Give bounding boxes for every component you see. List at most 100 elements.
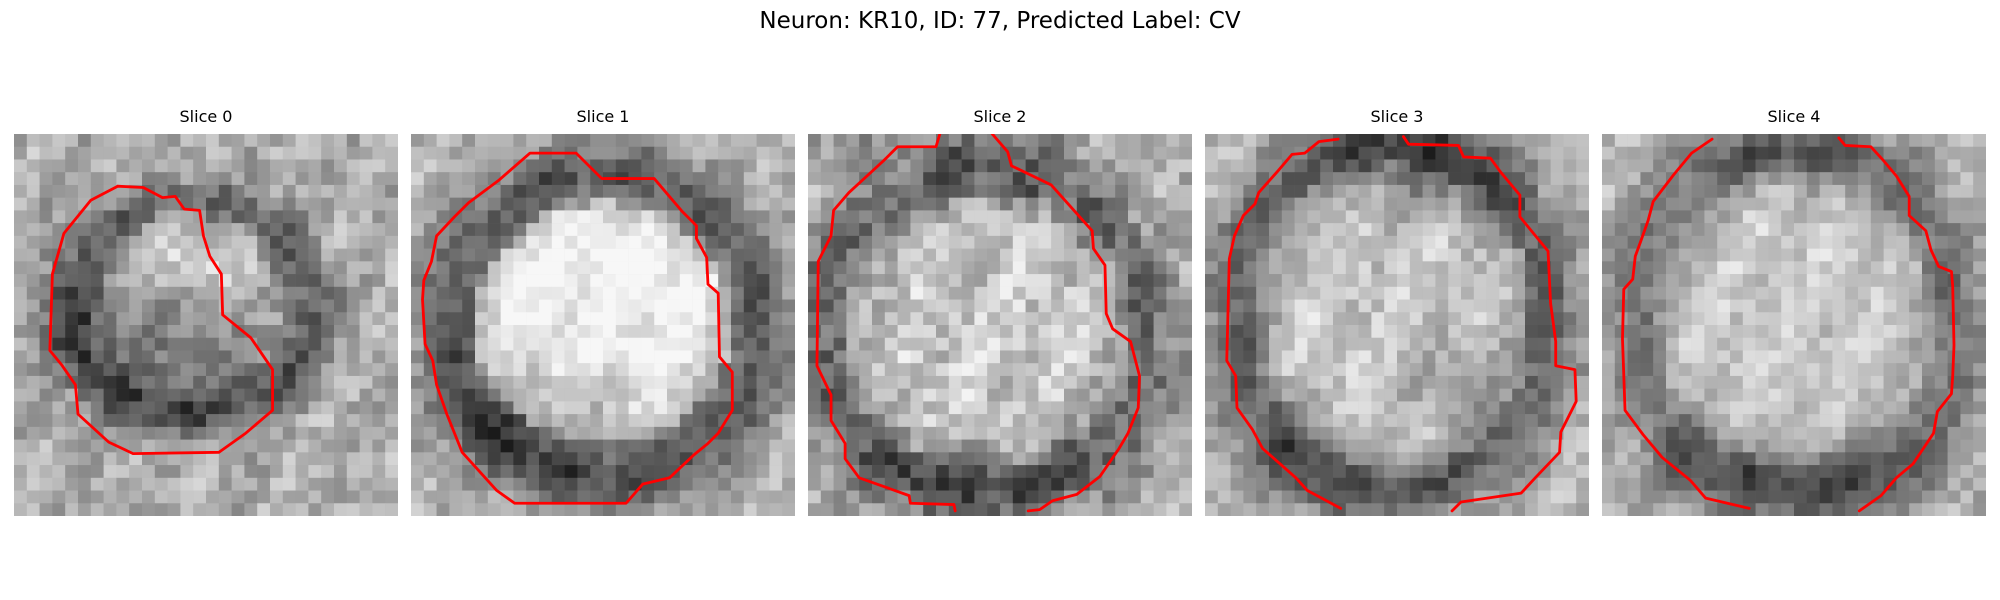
image-pixel — [846, 490, 860, 504]
image-pixel — [1307, 426, 1321, 440]
image-pixel — [1012, 146, 1026, 160]
image-pixel — [1960, 325, 1974, 338]
image-pixel — [372, 426, 386, 440]
image-pixel — [423, 299, 437, 313]
image-pixel — [564, 465, 578, 479]
image-pixel — [551, 439, 565, 453]
image-pixel — [1934, 286, 1948, 300]
image-pixel — [257, 172, 271, 186]
image-pixel — [513, 172, 527, 186]
image-pixel — [564, 299, 578, 313]
image-pixel — [1627, 325, 1641, 338]
image-pixel — [577, 197, 591, 211]
image-pixel — [1153, 350, 1167, 364]
image-pixel — [1051, 235, 1065, 249]
image-pixel — [1345, 363, 1359, 377]
image-pixel — [14, 299, 28, 313]
image-pixel — [526, 490, 540, 504]
image-pixel — [948, 235, 962, 249]
image-pixel — [436, 426, 450, 440]
image-pixel — [743, 490, 757, 504]
image-pixel — [372, 235, 386, 249]
image-pixel — [1832, 503, 1846, 516]
image-pixel — [1012, 286, 1026, 300]
image-pixel — [1832, 299, 1846, 313]
image-pixel — [577, 401, 591, 415]
image-pixel — [1435, 248, 1449, 262]
image-pixel — [910, 363, 924, 377]
image-pixel — [808, 337, 822, 351]
image-pixel — [129, 261, 143, 275]
image-pixel — [756, 388, 770, 402]
image-pixel — [1806, 426, 1820, 440]
image-pixel — [1870, 465, 1884, 479]
image-pixel — [500, 184, 514, 198]
image-pixel — [1832, 363, 1846, 377]
image-pixel — [1486, 426, 1500, 440]
image-pixel — [78, 299, 92, 313]
image-pixel — [1333, 452, 1347, 466]
image-pixel — [346, 274, 360, 288]
image-pixel — [1153, 248, 1167, 262]
image-pixel — [295, 159, 309, 173]
image-pixel — [577, 375, 591, 389]
image-pixel — [1205, 375, 1219, 389]
image-pixel — [654, 350, 668, 364]
image-pixel — [1448, 299, 1462, 313]
image-pixel — [1742, 439, 1756, 453]
image-pixel — [513, 261, 527, 275]
image-pixel — [910, 286, 924, 300]
image-pixel — [987, 146, 1001, 160]
image-pixel — [1499, 426, 1513, 440]
image-pixel — [1537, 299, 1551, 313]
image-pixel — [385, 363, 398, 377]
image-pixel — [1896, 197, 1910, 211]
image-pixel — [1409, 388, 1423, 402]
image-pixel — [359, 248, 373, 262]
image-pixel — [1614, 261, 1628, 275]
image-pixel — [206, 477, 220, 491]
image-pixel — [1832, 414, 1846, 428]
image-pixel — [1832, 197, 1846, 211]
image-pixel — [1602, 477, 1616, 491]
image-pixel — [846, 197, 860, 211]
image-pixel — [231, 375, 245, 389]
image-pixel — [1806, 325, 1820, 338]
image-pixel — [129, 146, 143, 160]
image-pixel — [1051, 134, 1065, 147]
image-pixel — [1883, 503, 1897, 516]
image-pixel — [1640, 184, 1654, 198]
image-pixel — [1742, 325, 1756, 338]
image-pixel — [1051, 363, 1065, 377]
image-pixel — [1960, 503, 1974, 516]
image-pixel — [539, 350, 553, 364]
image-pixel — [1307, 350, 1321, 364]
image-pixel — [372, 490, 386, 504]
image-pixel — [1140, 350, 1154, 364]
image-pixel — [1973, 375, 1986, 389]
image-pixel — [974, 261, 988, 275]
image-pixel — [475, 350, 489, 364]
image-pixel — [1742, 261, 1756, 275]
image-pixel — [1384, 363, 1398, 377]
image-pixel — [705, 325, 719, 338]
image-pixel — [385, 223, 398, 237]
image-pixel — [39, 375, 53, 389]
image-pixel — [78, 248, 92, 262]
image-pixel — [513, 337, 527, 351]
image-pixel — [1640, 350, 1654, 364]
image-pixel — [1473, 286, 1487, 300]
image-pixel — [1576, 363, 1589, 377]
image-pixel — [628, 248, 642, 262]
image-pixel — [26, 426, 40, 440]
image-pixel — [1166, 452, 1180, 466]
image-pixel — [1576, 401, 1589, 415]
image-pixel — [1858, 159, 1872, 173]
image-pixel — [1499, 261, 1513, 275]
image-pixel — [1666, 159, 1680, 173]
image-pixel — [154, 197, 168, 211]
image-pixel — [808, 184, 822, 198]
image-pixel — [590, 146, 604, 160]
image-pixel — [1934, 223, 1948, 237]
image-pixel — [1858, 312, 1872, 326]
